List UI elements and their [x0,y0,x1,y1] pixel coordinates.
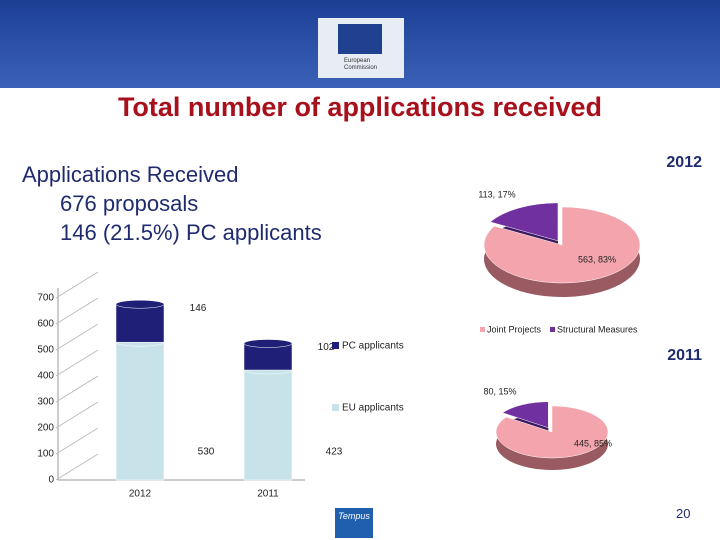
y-tick-label: 100 [37,449,54,460]
data-label: 80, 15% [483,386,516,396]
pie-slice [501,401,549,429]
y-tick-label: 400 [37,371,54,382]
bar-segment [115,303,165,343]
y-tick-label: 0 [48,475,54,486]
tick [55,349,99,377]
logo: European Commission [318,18,404,78]
legend-label: PC applicants [342,341,404,352]
y-tick-label: 600 [37,319,54,330]
legend-swatch [550,327,555,332]
tick [55,375,99,403]
y-tick-label: 200 [37,423,54,434]
legend-label: Joint Projects [487,324,542,334]
data-label: 146 [190,303,207,314]
pie-slice [483,206,641,284]
pie-title: 2012 [666,154,702,171]
pie-slice [495,405,609,459]
x-tick-label: 2012 [129,489,152,500]
bar-segment [243,369,293,481]
tick [55,401,99,429]
bar-cap [243,339,293,348]
y-tick-label: 500 [37,345,54,356]
data-label: 102 [318,342,335,353]
pie-slice [489,202,559,242]
data-label: 530 [198,447,215,458]
footer-logo: Tempus [335,508,373,538]
bar-segment [115,341,165,481]
legend-swatch [332,404,339,411]
page-number: 20 [676,506,691,521]
legend-label: EU applicants [342,403,404,414]
logo-flag [338,24,382,54]
bar-cap [115,299,165,309]
tick [55,297,99,325]
tick [55,453,99,481]
tick [55,271,99,299]
slide-title: Total number of applications received [117,92,603,122]
bar-segment [243,343,293,371]
data-label: 563, 83% [578,254,616,264]
data-label: 113, 17% [478,189,515,199]
y-tick-label: 300 [37,397,54,408]
logo-text: European Commission [344,58,378,71]
legend-swatch [480,327,485,332]
pie-title: 2011 [667,347,702,364]
legend-label: Structural Measures [557,324,638,334]
tick [55,323,99,351]
x-tick-label: 2011 [257,489,279,500]
data-label: 423 [326,447,343,458]
summary-line: 146 (21.5%) PC applicants [60,220,322,245]
data-label: 445, 85% [574,438,612,448]
tick [55,427,99,455]
legend-swatch [332,342,339,349]
summary-line: 676 proposals [60,191,199,216]
y-tick-label: 700 [37,293,54,304]
summary-line: Applications Received [22,162,239,187]
